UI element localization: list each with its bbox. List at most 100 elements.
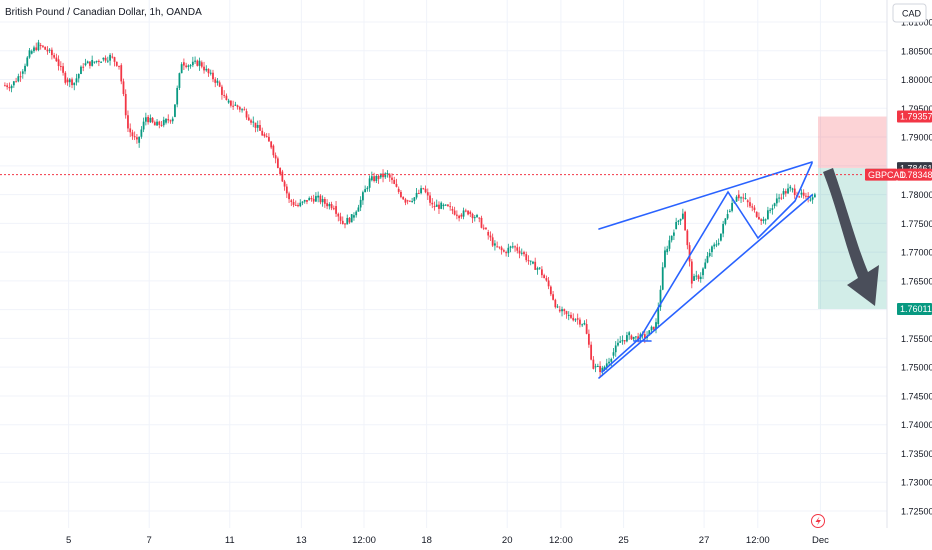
wedge-upper-line[interactable] [598,161,813,230]
currency-button[interactable]: CAD [892,3,927,23]
candle-body [66,79,69,83]
candle-body [39,45,42,47]
candle-body [209,72,212,74]
candle-body [534,261,537,270]
price-tag [897,168,932,181]
candle-body [693,276,695,281]
candle-body [758,216,760,220]
symbol-tag-label: GBPCAD [868,170,907,180]
time-axis[interactable]: 5 7 11 13 12:00 18 20 12:00 25 27 12:00 Dec [66,535,829,546]
candle-body [127,115,129,129]
candle-body [789,186,792,189]
wedge-lower-line[interactable] [598,194,813,379]
candle-body [122,81,125,94]
candle-body [558,309,561,312]
candle-body [547,280,550,287]
candle-body [612,352,615,356]
candle-body [12,81,15,86]
candle-body [359,199,362,208]
candle-body [212,72,214,80]
candle-body [489,235,492,238]
candle-body [787,188,789,194]
time-tick-label: 27 [699,535,710,546]
candle-body [326,203,328,207]
candle-body [579,319,581,325]
candle-body [77,73,80,79]
candle-body [650,326,653,331]
candle-body [162,119,165,126]
candle-body [214,79,217,83]
candle-body [805,195,807,197]
price-tick-label: 1.79000 [901,133,932,143]
candle-body [165,118,167,123]
candle-body [156,121,158,126]
candle-body [180,64,183,74]
candle-body [285,186,288,194]
candle-body [335,206,337,214]
candle-body [715,244,718,246]
candle-body [706,255,709,263]
candle-body [610,358,613,362]
price-tick-label: 1.73000 [901,478,932,488]
candle-body [675,221,678,230]
candle-body [53,55,56,58]
candle-body [185,65,188,67]
candle-body [491,237,494,246]
candle-body [422,188,425,190]
wave-path[interactable] [601,162,813,373]
price-tick-label: 1.77500 [901,219,932,229]
candle-body [236,105,239,108]
candle-body [268,136,270,142]
candle-body [572,317,575,321]
candle-body [697,275,700,280]
candle-body [442,204,445,207]
price-tag-label: 1.78348 [900,170,932,180]
candle-body [104,57,107,61]
candle-body [310,198,313,200]
candle-body [780,197,783,199]
event-lightning-icon[interactable] [811,514,825,528]
candle-body [174,104,176,117]
stop-loss-zone[interactable] [818,116,887,169]
candle-body [688,245,691,262]
candle-body [323,198,326,204]
candle-body [451,208,454,211]
candle-body [720,233,722,241]
candle-body [766,210,769,220]
candle-body [603,366,606,371]
time-tick-label: 18 [421,535,432,546]
candle-body [84,63,87,66]
candle-body [755,211,758,217]
price-tick-label: 1.80000 [901,75,932,85]
candle-body [702,268,704,276]
candle-body [614,345,617,353]
candle-body [601,367,604,373]
rising-wedge-drawing[interactable] [598,161,813,379]
candle-body [426,192,429,196]
bearish-arrow-icon[interactable] [823,168,879,306]
candle-body [50,49,53,56]
candle-body [532,261,534,264]
candle-body [26,57,29,66]
candle-body [200,62,203,67]
candle-body [171,118,174,122]
candle-body [527,260,530,262]
candle-body [460,214,463,217]
candle-body [68,79,71,83]
price-axis[interactable]: 1.810001.805001.800001.795001.790001.785… [901,18,932,517]
candle-body [10,85,13,89]
candle-body [203,66,205,71]
candle-body [690,261,693,284]
candle-body [19,76,22,78]
candle-body [28,50,31,58]
candle-body [500,247,503,251]
candle-body [297,204,299,207]
candle-body [467,210,469,215]
candle-body [417,192,420,194]
candle-body [482,227,485,229]
candle-body [742,197,745,199]
candle-body [227,100,230,103]
candle-body [388,174,391,178]
candle-body [187,65,190,67]
